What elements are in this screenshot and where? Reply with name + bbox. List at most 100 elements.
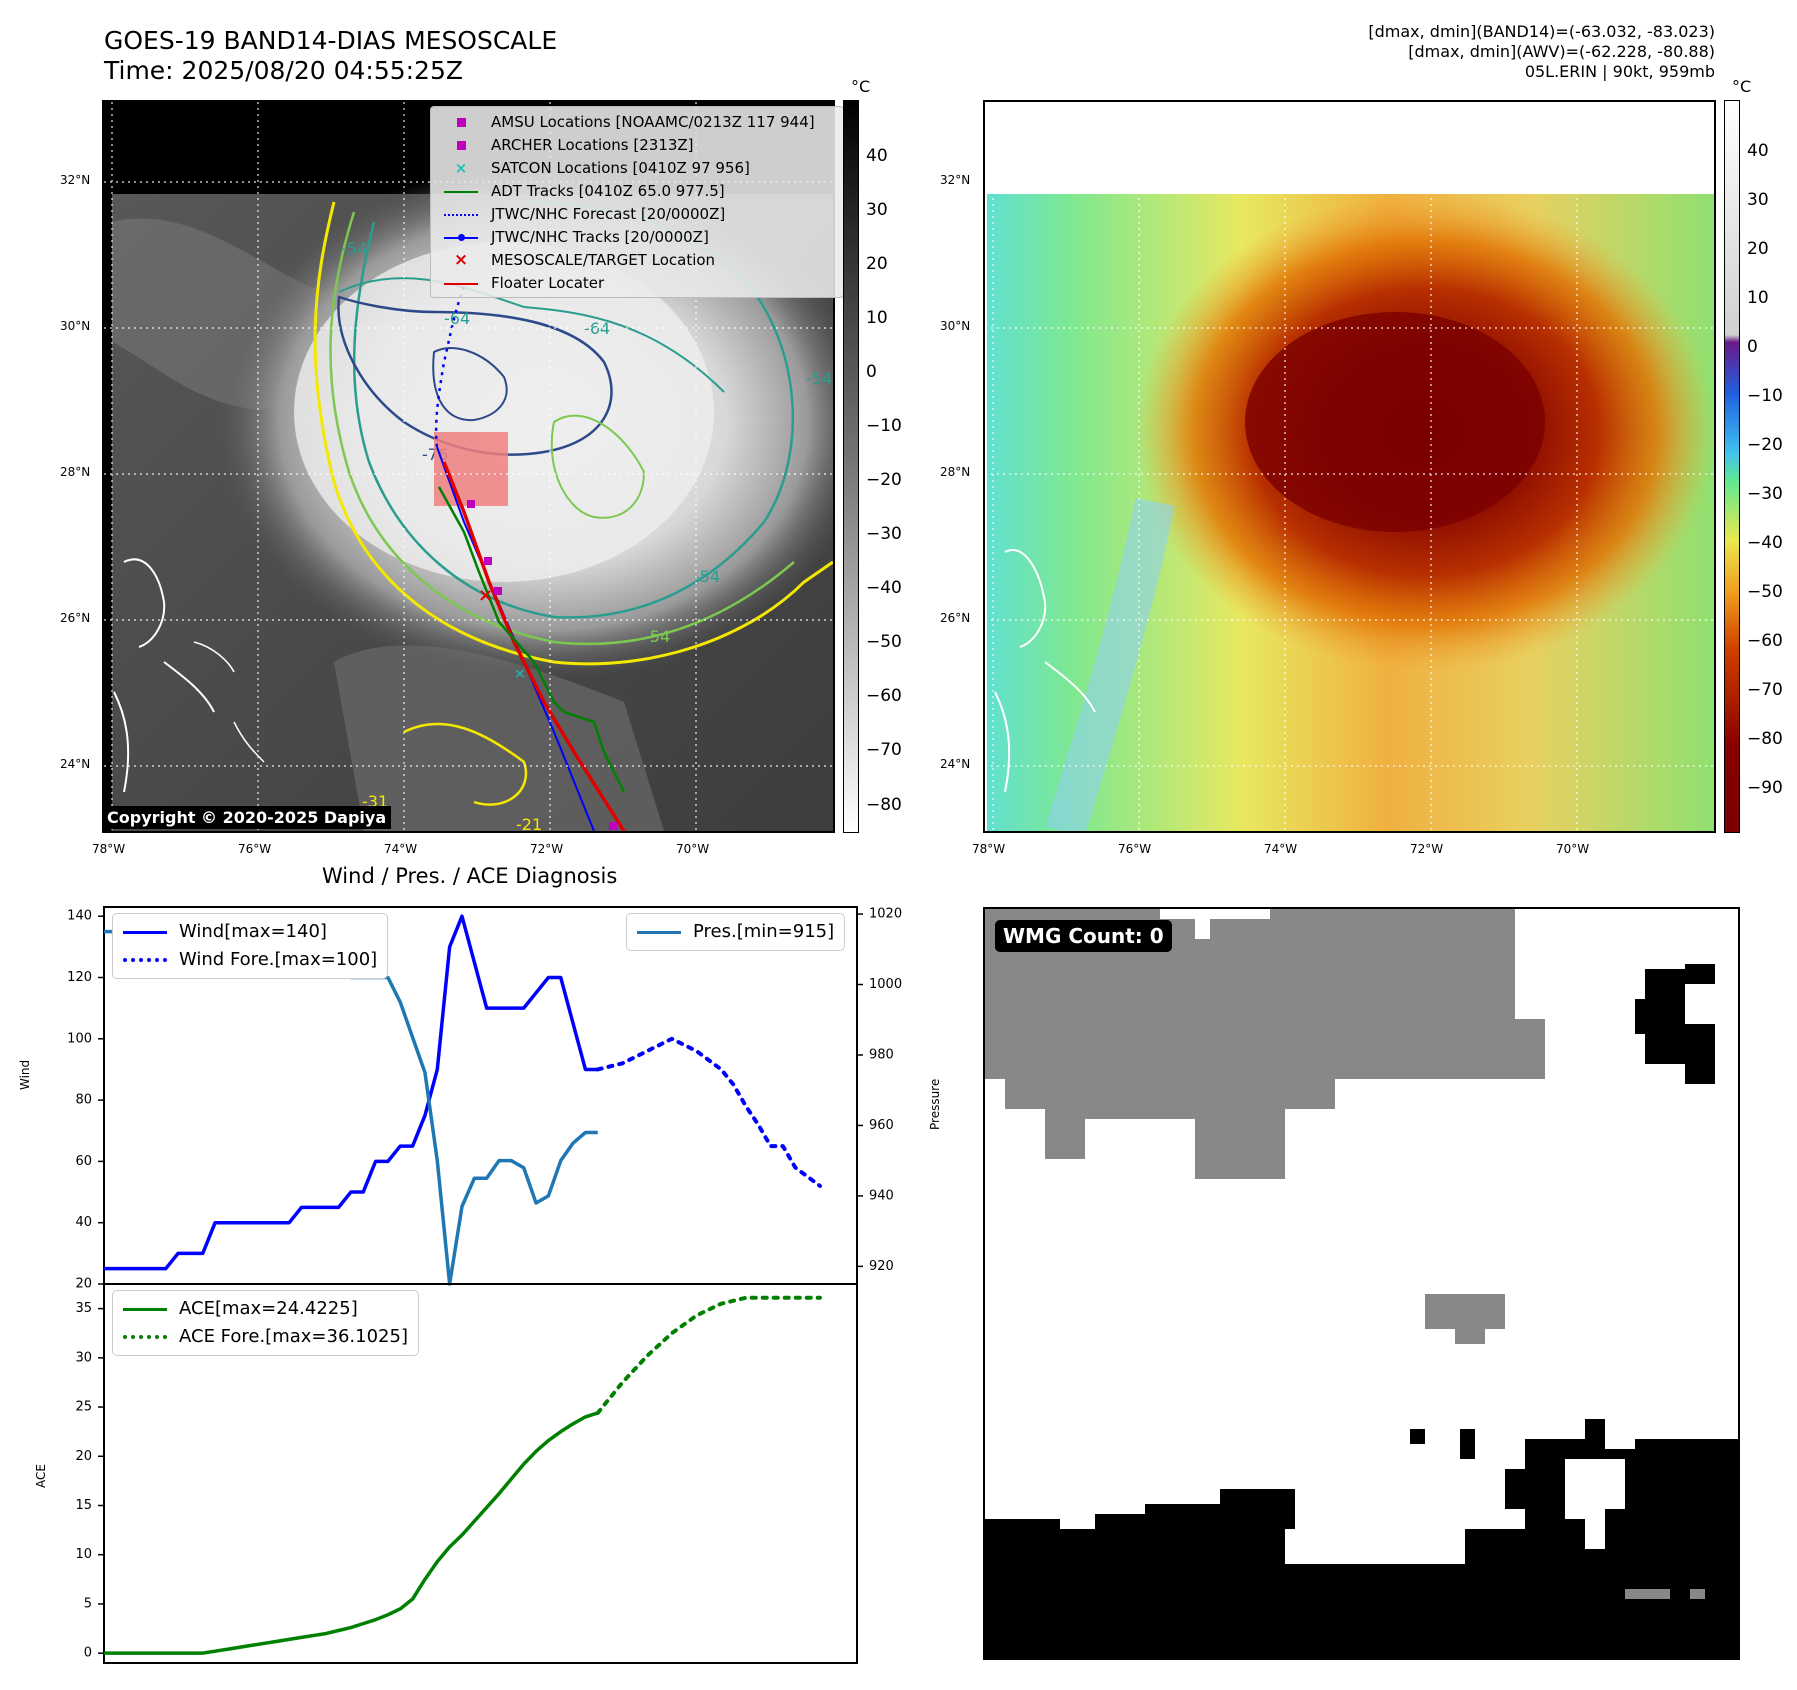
magenta-square-icon — [439, 141, 483, 150]
lon-label: 76°W — [1118, 842, 1152, 856]
amsu-marker — [467, 500, 475, 508]
colorbar-tick: −10 — [866, 416, 902, 436]
colorbar-tick: −50 — [1747, 582, 1783, 602]
figure-info: [dmax, dmin](BAND14)=(-63.032, -83.023) … — [1368, 22, 1715, 82]
colorbar-tick: −30 — [866, 524, 902, 544]
ir-legend: AMSU Locations [NOAAMC/0213Z 117 944] AR… — [430, 106, 844, 298]
y-tick-label: 10 — [75, 1547, 92, 1562]
magenta-square-icon — [439, 118, 483, 127]
y-right-tick-label: 1000 — [869, 977, 902, 992]
legend-label: ACE[max=24.4225] — [179, 1298, 358, 1319]
y-tick-label: 20 — [75, 1449, 92, 1464]
archer-marker — [609, 822, 617, 830]
red-line-icon — [439, 282, 483, 285]
lon-label: 70°W — [1556, 842, 1590, 856]
colorbar-tick: 0 — [1747, 337, 1758, 357]
legend-label: Pres.[min=915] — [693, 921, 835, 942]
plot-frame — [103, 1283, 858, 1664]
y-tick-label: 120 — [67, 970, 92, 985]
satcon-marker: × — [514, 666, 526, 682]
wmg-mask-image — [985, 909, 1738, 1658]
lat-label: 28°N — [60, 465, 91, 479]
legend-item-tracks: JTWC/NHC Tracks [20/0000Z] — [439, 226, 835, 249]
lat-label: 26°N — [60, 611, 91, 625]
awv-colorbar-unit: °C — [1732, 77, 1752, 96]
lat-label: 32°N — [60, 173, 91, 187]
y-tick-label: 30 — [75, 1350, 92, 1365]
legend-item-wind-forecast: Wind Fore.[max=100] — [123, 946, 377, 974]
cyan-x-icon: × — [454, 159, 468, 177]
colorbar-tick: 20 — [866, 254, 888, 274]
lon-label: 76°W — [238, 842, 272, 856]
blue-line-dot-icon — [439, 234, 483, 241]
colorbar-tick: 40 — [1747, 141, 1769, 161]
title-line-product: GOES-19 BAND14-DIAS MESOSCALE — [104, 26, 558, 55]
y-tick-label: 140 — [67, 909, 92, 924]
info-storm-summary: 05L.ERIN | 90kt, 959mb — [1524, 62, 1715, 81]
contour-label: -54 — [644, 627, 670, 646]
y-tick-label: 80 — [75, 1093, 92, 1108]
lat-label: 30°N — [940, 319, 971, 333]
colorbar-tick: 30 — [866, 200, 888, 220]
y-tick-label: 20 — [75, 1277, 92, 1292]
y-tick-label: 60 — [75, 1154, 92, 1169]
colorbar-tick: 40 — [866, 146, 888, 166]
legend-item-amsu: AMSU Locations [NOAAMC/0213Z 117 944] — [439, 111, 835, 134]
target-marker: × — [478, 585, 493, 606]
colorbar-tick: −60 — [1747, 631, 1783, 651]
y-right-tick-label: 940 — [869, 1188, 894, 1203]
legend-label: MESOSCALE/TARGET Location — [491, 251, 716, 269]
ace-axis-label: ACE — [34, 1464, 48, 1488]
legend-item-target: × MESOSCALE/TARGET Location — [439, 249, 835, 272]
lon-label: 74°W — [384, 842, 418, 856]
wind-axis-label: Wind — [18, 1059, 32, 1090]
pressure-axis-label: Pressure — [928, 1078, 942, 1130]
copyright-notice: Copyright © 2020-2025 Dapiya — [102, 806, 392, 829]
y-tick-label: 100 — [67, 1031, 92, 1046]
lat-label: 24°N — [60, 757, 91, 771]
contour-label: -54 — [341, 239, 367, 258]
legend-label: Wind[max=140] — [179, 921, 327, 942]
wmg-count-badge: WMG Count: 0 — [995, 920, 1172, 952]
awv-satellite-panel — [983, 100, 1716, 833]
legend-item-satcon: × SATCON Locations [0410Z 97 956] — [439, 157, 835, 180]
ace-series-line — [104, 1411, 599, 1655]
colorbar-tick: −80 — [1747, 729, 1783, 749]
y-right-tick-label: 920 — [869, 1259, 894, 1274]
colorbar-tick: −90 — [1747, 778, 1783, 798]
legend-label: ACE Fore.[max=36.1025] — [179, 1326, 408, 1347]
colorbar-tick: −70 — [866, 740, 902, 760]
colorbar-tick: 30 — [1747, 190, 1769, 210]
legend-label: ARCHER Locations [2313Z] — [491, 136, 694, 154]
y-tick-label: 5 — [84, 1596, 92, 1611]
ir-colorbar-unit: °C — [851, 77, 871, 96]
wmg-panel — [983, 907, 1740, 1660]
awv-colorbar — [1724, 100, 1740, 833]
legend-label: Wind Fore.[max=100] — [179, 949, 378, 970]
pressure-series-line — [104, 929, 598, 1286]
ace-forecast-line — [595, 1295, 822, 1415]
y-right-tick-label: 1020 — [869, 907, 902, 922]
lon-label: 78°W — [972, 842, 1006, 856]
legend-label: ADT Tracks [0410Z 65.0 977.5] — [491, 182, 725, 200]
contour-label: -21 — [516, 815, 542, 831]
ace-chart: 35 30 25 20 15 10 5 0 — [75, 1283, 858, 1664]
colorbar-tick: 0 — [866, 362, 877, 382]
colorbar-tick: −30 — [1747, 484, 1783, 504]
legend-label: Floater Locater — [491, 274, 605, 292]
legend-item-wind: Wind[max=140] — [123, 918, 377, 946]
green-line-icon — [439, 190, 483, 193]
legend-item-forecast: JTWC/NHC Forecast [20/0000Z] — [439, 203, 835, 226]
lon-label: 78°W — [92, 842, 126, 856]
lat-label: 32°N — [940, 173, 971, 187]
lon-label: 72°W — [1410, 842, 1444, 856]
legend-label: JTWC/NHC Forecast [20/0000Z] — [491, 205, 726, 223]
wind-series-line — [104, 914, 598, 1271]
lat-label: 30°N — [60, 319, 91, 333]
wind-legend: Wind[max=140] Wind Fore.[max=100] — [112, 913, 389, 979]
colorbar-tick: 10 — [866, 308, 888, 328]
colorbar-tick: 10 — [1747, 288, 1769, 308]
colorbar-tick: −20 — [866, 470, 902, 490]
legend-item-ace-forecast: ACE Fore.[max=36.1025] — [123, 1323, 408, 1351]
colorbar-tick: 20 — [1747, 239, 1769, 259]
